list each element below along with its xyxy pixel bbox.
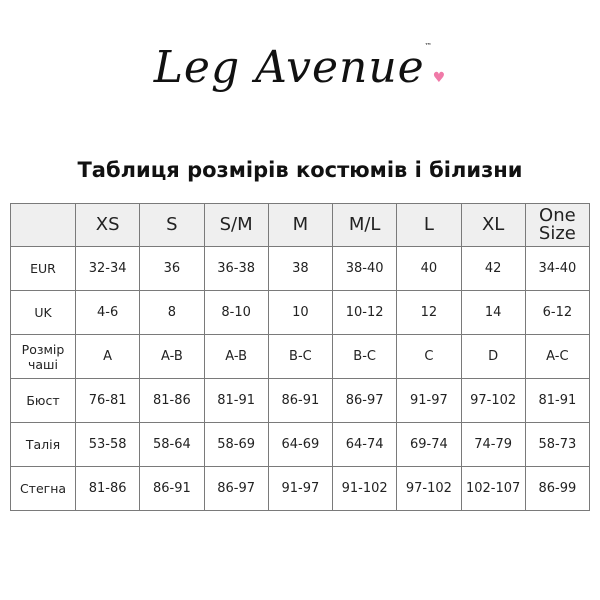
table-cell: 86-91 — [139, 466, 205, 511]
table-cell: 86-99 — [524, 466, 591, 511]
table-cell: 91-102 — [331, 466, 398, 511]
table-cell: 14 — [460, 290, 526, 335]
table-cell: 38-40 — [331, 246, 398, 291]
logo-text: Leg Avenue — [153, 42, 425, 93]
table-cell: 40 — [396, 246, 462, 291]
size-chart-table: XS S S/M M M/L L XL One Size EUR 32-34 36 36-38 38 38… — [10, 203, 591, 511]
corner-cell — [10, 203, 76, 247]
column-header: M/L — [331, 203, 398, 247]
table-cell: 97-102 — [460, 378, 526, 423]
table-cell: 58-64 — [139, 422, 205, 467]
header-row: XS S S/M M M/L L XL One Size — [10, 203, 591, 247]
table-row: Стегна 81-86 86-91 86-97 91-97 91-102 97-102 10… — [10, 466, 591, 511]
table-cell: 4-6 — [74, 290, 141, 335]
table-cell: 86-97 — [331, 378, 398, 423]
table-cell: 97-102 — [396, 466, 462, 511]
table-cell: C — [396, 334, 462, 379]
column-header: One Size — [524, 203, 591, 247]
column-header: XL — [460, 203, 526, 247]
table-row: Талія 53-58 58-64 58-69 64-69 64-74 69-74 74-79… — [10, 422, 591, 467]
table-cell: 8 — [139, 290, 205, 335]
table-row: Бюст 76-81 81-86 81-91 86-91 86-97 91-97 97-102… — [10, 378, 591, 423]
row-label: EUR — [10, 246, 76, 291]
table-cell: 69-74 — [396, 422, 462, 467]
brand-logo: Leg Avenue™ ♥ — [0, 42, 600, 93]
table-row: UK 4-6 8 8-10 10 10-12 12 14 6-12 — [10, 290, 591, 335]
table-cell: 86-97 — [203, 466, 269, 511]
row-label: Бюст — [10, 378, 76, 423]
table-cell: 81-91 — [524, 378, 591, 423]
table-cell: 12 — [396, 290, 462, 335]
table-cell: 8-10 — [203, 290, 269, 335]
table-cell: A-B — [203, 334, 269, 379]
column-header: S — [139, 203, 205, 247]
column-header: L — [396, 203, 462, 247]
heart-icon: ♥ — [432, 70, 447, 86]
table-cell: 10 — [267, 290, 334, 335]
table-cell: 81-91 — [203, 378, 269, 423]
table-cell: 42 — [460, 246, 526, 291]
table-cell: 38 — [267, 246, 334, 291]
table-cell: 58-73 — [524, 422, 591, 467]
page-title: Таблиця розмірів костюмів і білизни — [77, 158, 523, 182]
table-cell: 36-38 — [203, 246, 269, 291]
table-cell: 86-91 — [267, 378, 334, 423]
row-label: Стегна — [10, 466, 76, 511]
row-label: Талія — [10, 422, 76, 467]
table-cell: 102-107 — [460, 466, 526, 511]
table-cell: 76-81 — [74, 378, 141, 423]
column-header: XS — [74, 203, 141, 247]
table-cell: A-B — [139, 334, 205, 379]
table-cell: 91-97 — [396, 378, 462, 423]
table-row: EUR 32-34 36 36-38 38 38-40 40 42 34-40 — [10, 246, 591, 291]
table-cell: A — [74, 334, 141, 379]
column-header: S/M — [203, 203, 269, 247]
table-cell: 81-86 — [74, 466, 141, 511]
table-cell: 64-69 — [267, 422, 334, 467]
table-cell: 34-40 — [524, 246, 591, 291]
table-cell: A-C — [524, 334, 591, 379]
table-cell: 58-69 — [203, 422, 269, 467]
table-cell: 36 — [139, 246, 205, 291]
table-cell: 32-34 — [74, 246, 141, 291]
table-cell: 10-12 — [331, 290, 398, 335]
table-cell: D — [460, 334, 526, 379]
table-row: Розмір чаші A A-B A-B B-C B-C C D A-C — [10, 334, 591, 379]
table-cell: B-C — [267, 334, 334, 379]
table-cell: 64-74 — [331, 422, 398, 467]
row-label: Розмір чаші — [10, 334, 76, 379]
table-cell: 6-12 — [524, 290, 591, 335]
trademark: ™ — [424, 42, 433, 50]
column-header: M — [267, 203, 334, 247]
table-cell: 91-97 — [267, 466, 334, 511]
table-cell: 74-79 — [460, 422, 526, 467]
row-label: UK — [10, 290, 76, 335]
table-cell: 53-58 — [74, 422, 141, 467]
table-cell: B-C — [331, 334, 398, 379]
table-cell: 81-86 — [139, 378, 205, 423]
